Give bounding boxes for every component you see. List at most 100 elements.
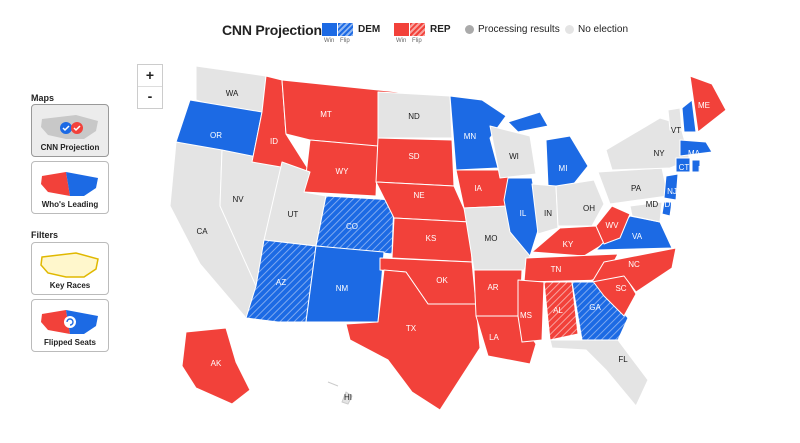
- us-map-thumbnail-icon: [41, 115, 98, 139]
- state-ak[interactable]: [181, 327, 251, 405]
- state-label-la: LA: [489, 333, 499, 342]
- state-label-nj: NJ: [667, 187, 677, 196]
- state-label-tn: TN: [551, 265, 562, 274]
- state-label-ne: NE: [413, 191, 424, 200]
- state-wv[interactable]: [595, 205, 631, 245]
- state-label-ct: CT: [679, 163, 690, 172]
- state-wi[interactable]: [489, 125, 537, 179]
- state-sd[interactable]: [375, 137, 455, 187]
- card-label: Key Races: [49, 281, 91, 290]
- state-label-ks: KS: [426, 234, 437, 243]
- state-label-nc: NC: [628, 260, 640, 269]
- state-nh[interactable]: [681, 99, 697, 133]
- state-label-hi: HI: [344, 393, 352, 402]
- state-label-ri: RI: [698, 165, 706, 174]
- state-label-wy: WY: [336, 167, 350, 176]
- state-label-ut: UT: [288, 210, 299, 219]
- state-al[interactable]: [543, 281, 579, 341]
- state-ri[interactable]: [691, 159, 701, 173]
- card-label: Who's Leading: [41, 200, 99, 209]
- state-label-mn: MN: [464, 132, 477, 141]
- state-label-ma: MA: [688, 149, 701, 158]
- whos-leading-card[interactable]: Who's Leading: [31, 161, 109, 214]
- state-nd[interactable]: [377, 91, 453, 139]
- map-legend: CNN Projection Win Flip DEM Win Flip REP…: [0, 18, 800, 48]
- zoom-control: + -: [137, 64, 163, 109]
- state-label-de: DE: [664, 200, 675, 209]
- state-nj[interactable]: [663, 173, 679, 201]
- state-me[interactable]: [689, 75, 727, 133]
- processing-label: Processing results: [478, 24, 560, 35]
- state-label-il: IL: [520, 209, 527, 218]
- flipped-seats-card[interactable]: Flipped Seats: [31, 299, 109, 352]
- state-label-or: OR: [210, 131, 222, 140]
- state-fl[interactable]: [549, 339, 649, 407]
- rep-label: REP: [430, 24, 451, 35]
- state-label-tx: TX: [406, 324, 417, 333]
- filters-section-label: Filters: [31, 230, 59, 240]
- rep-win-swatch: [394, 23, 409, 36]
- state-label-fl: FL: [618, 355, 628, 364]
- key-races-card[interactable]: Key Races: [31, 242, 109, 295]
- dem-win-swatch: [322, 23, 337, 36]
- state-il[interactable]: [503, 177, 541, 257]
- card-label: CNN Projection: [40, 143, 100, 152]
- state-label-nd: ND: [408, 112, 420, 121]
- state-label-wv: WV: [606, 221, 620, 230]
- zoom-out-button[interactable]: -: [147, 88, 153, 104]
- state-label-in: IN: [544, 209, 552, 218]
- state-nc[interactable]: [591, 247, 677, 293]
- zoom-in-button[interactable]: +: [138, 65, 162, 87]
- no-election-label: No election: [578, 24, 629, 35]
- state-label-oh: OH: [583, 204, 595, 213]
- dem-win-caption: Win: [324, 38, 335, 44]
- state-hi[interactable]: [327, 381, 353, 405]
- state-label-sc: SC: [615, 284, 626, 293]
- state-md[interactable]: [629, 201, 663, 223]
- state-label-ca: CA: [196, 227, 208, 236]
- state-ma[interactable]: [679, 139, 713, 157]
- state-tx[interactable]: [345, 269, 481, 411]
- state-label-ak: AK: [211, 359, 222, 368]
- dem-flip-caption: Flip: [340, 38, 350, 44]
- dem-label: DEM: [358, 24, 381, 35]
- state-label-vt: VT: [671, 126, 681, 135]
- state-label-az: AZ: [276, 278, 286, 287]
- state-oh[interactable]: [555, 179, 605, 227]
- state-label-ok: OK: [436, 276, 448, 285]
- state-ar[interactable]: [473, 269, 523, 317]
- state-label-pa: PA: [631, 184, 642, 193]
- state-label-va: VA: [632, 232, 643, 241]
- state-vt[interactable]: [667, 107, 683, 131]
- state-label-wi: WI: [509, 152, 519, 161]
- rep-win-caption: Win: [396, 38, 407, 44]
- processing-dot: [465, 25, 474, 34]
- state-ms[interactable]: [517, 279, 545, 343]
- dem-flip-swatch: [338, 23, 353, 36]
- cnn-projection-card[interactable]: CNN Projection: [31, 104, 109, 157]
- state-label-co: CO: [346, 222, 358, 231]
- state-mi[interactable]: [507, 111, 589, 187]
- state-label-id: ID: [270, 137, 278, 146]
- state-de[interactable]: [661, 201, 673, 217]
- state-label-ga: GA: [589, 303, 601, 312]
- us-map-outline-icon: [40, 252, 99, 278]
- state-label-al: AL: [553, 306, 563, 315]
- state-in[interactable]: [531, 183, 559, 235]
- maps-section-label: Maps: [31, 93, 55, 103]
- state-label-ms: MS: [520, 311, 532, 320]
- state-label-wa: WA: [226, 89, 239, 98]
- state-label-me: ME: [698, 101, 710, 110]
- state-label-mi: MI: [559, 164, 568, 173]
- rep-flip-caption: Flip: [412, 38, 422, 44]
- state-label-nh: NH: [684, 133, 696, 142]
- state-label-ia: IA: [474, 184, 482, 193]
- state-label-nm: NM: [336, 284, 349, 293]
- state-label-mt: MT: [320, 110, 332, 119]
- state-label-ar: AR: [487, 283, 498, 292]
- state-ct[interactable]: [675, 157, 691, 173]
- state-label-sd: SD: [408, 152, 419, 161]
- state-label-ky: KY: [563, 240, 574, 249]
- state-label-md: MD: [646, 200, 659, 209]
